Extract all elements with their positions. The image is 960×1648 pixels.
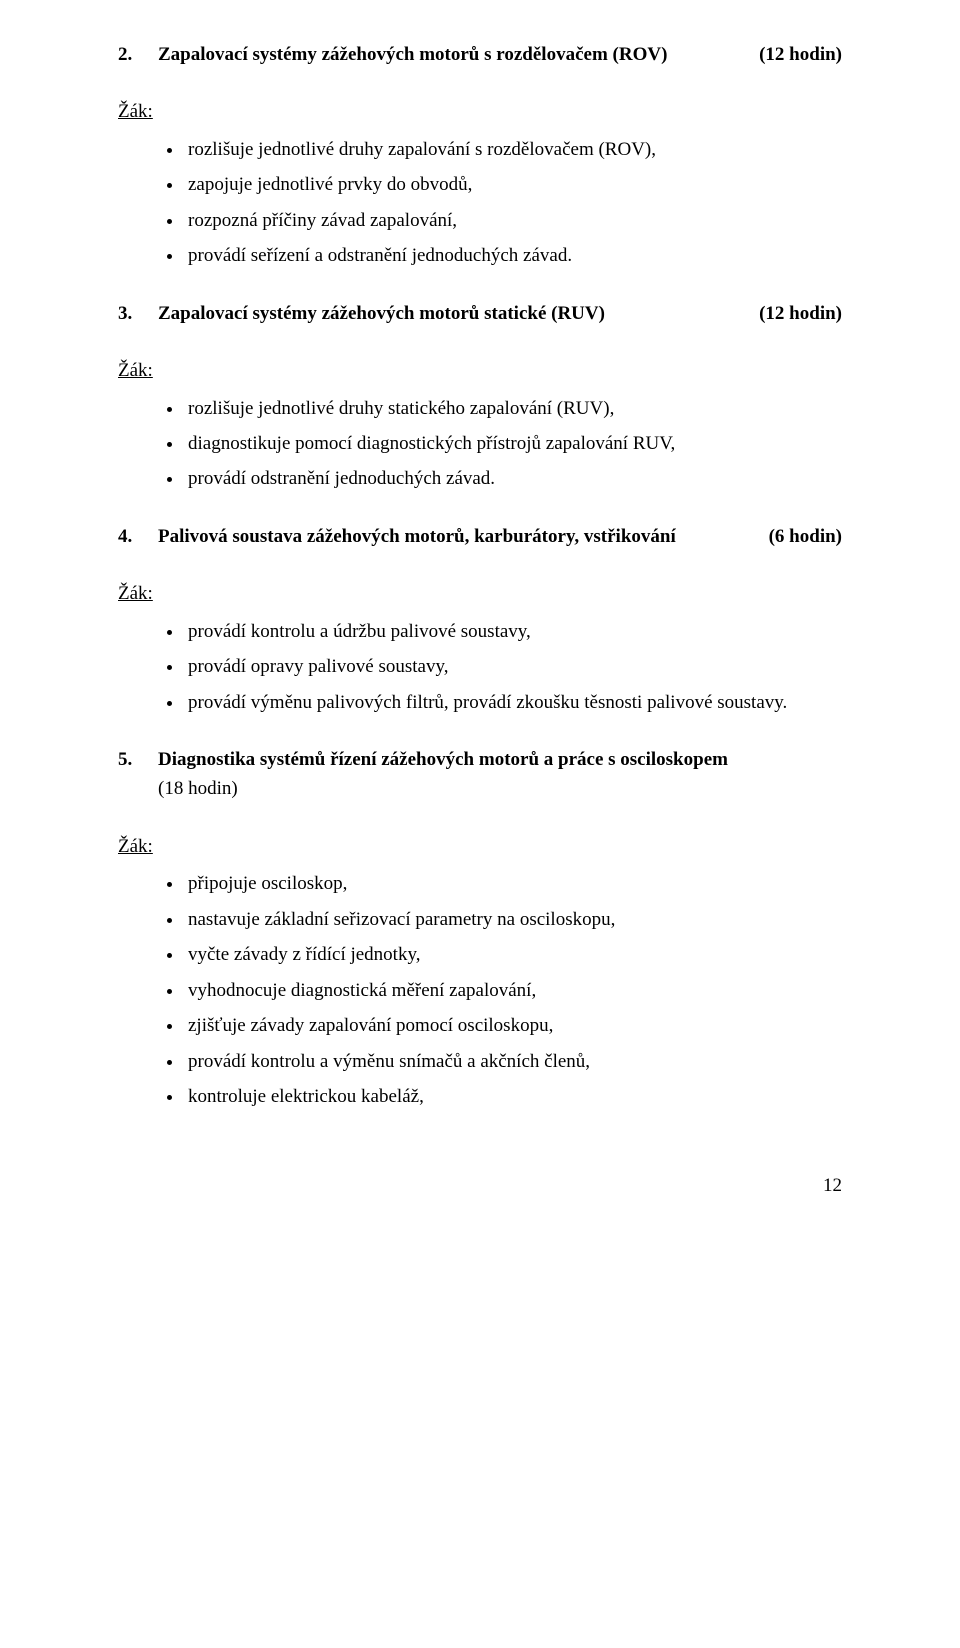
list-item: vyčte závady z řídící jednotky, [184,940,842,969]
item-list: rozlišuje jednotlivé druhy zapalování s … [118,135,842,271]
section-heading-3: 3. Zapalovací systémy zážehových motorů … [118,299,842,328]
list-item: provádí výměnu palivových filtrů, provád… [184,688,842,717]
list-item: vyhodnocuje diagnostická měření zapalová… [184,976,842,1005]
list-item: kontroluje elektrickou kabeláž, [184,1082,842,1111]
list-item: provádí kontrolu a výměnu snímačů a akčn… [184,1047,842,1076]
section-number: 2. [118,40,158,69]
item-list: rozlišuje jednotlivé druhy statického za… [118,394,842,494]
section-number: 5. [118,745,158,774]
section-title: Palivová soustava zážehových motorů, kar… [158,522,686,551]
list-item: rozlišuje jednotlivé druhy zapalování s … [184,135,842,164]
section-hours: (6 hodin) [769,522,842,551]
list-item: zapojuje jednotlivé prvky do obvodů, [184,170,842,199]
list-item: provádí odstranění jednoduchých závad. [184,464,842,493]
list-item: rozlišuje jednotlivé druhy statického za… [184,394,842,423]
zak-label: Žák: [118,579,842,608]
section-number: 3. [118,299,158,328]
list-item: připojuje osciloskop, [184,869,842,898]
page-number: 12 [118,1171,842,1200]
zak-label: Žák: [118,832,842,861]
section-heading-5: 5. Diagnostika systémů řízení zážehových… [118,745,842,774]
list-item: diagnostikuje pomocí diagnostických přís… [184,429,842,458]
section-heading-2: 2. Zapalovací systémy zážehových motorů … [118,40,842,69]
list-item: provádí opravy palivové soustavy, [184,652,842,681]
list-item: nastavuje základní seřizovací parametry … [184,905,842,934]
zak-label: Žák: [118,356,842,385]
section-heading-4: 4. Palivová soustava zážehových motorů, … [118,522,842,551]
zak-label: Žák: [118,97,842,126]
section-title: Zapalovací systémy zážehových motorů sta… [158,299,615,328]
list-item: provádí kontrolu a údržbu palivové soust… [184,617,842,646]
item-list: připojuje osciloskop, nastavuje základní… [118,869,842,1111]
section-title: Zapalovací systémy zážehových motorů s r… [158,40,677,69]
section-title: Diagnostika systémů řízení zážehových mo… [158,745,738,774]
item-list: provádí kontrolu a údržbu palivové soust… [118,617,842,717]
list-item: provádí seřízení a odstranění jednoduchý… [184,241,842,270]
section-number: 4. [118,522,158,551]
list-item: rozpozná příčiny závad zapalování, [184,206,842,235]
section-hours: (12 hodin) [759,299,842,328]
section-hours: (12 hodin) [759,40,842,69]
list-item: zjišťuje závady zapalování pomocí oscilo… [184,1011,842,1040]
section-hours: (18 hodin) [158,774,842,803]
